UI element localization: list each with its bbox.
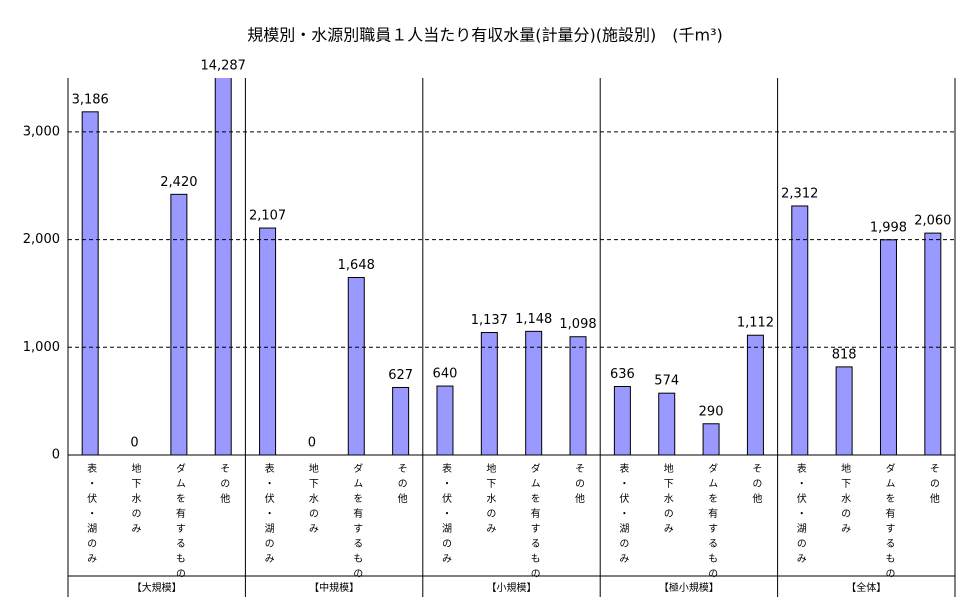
x-tick-label: ダムを有するもの <box>173 463 185 583</box>
x-tick-label: その他 <box>395 463 407 508</box>
data-label: 574 <box>654 374 679 389</box>
bar <box>525 330 543 456</box>
bar <box>746 334 764 456</box>
bar <box>569 336 587 456</box>
x-tick-label: 表・伏・湖のみ <box>85 462 97 568</box>
y-tick-label: 3,000 <box>23 124 60 139</box>
data-label: 1,998 <box>870 220 907 235</box>
data-label: 1,148 <box>515 312 552 327</box>
data-label: 3,186 <box>72 92 109 107</box>
bar <box>81 111 99 456</box>
data-label: 2,420 <box>160 175 197 190</box>
y-tick-label: 0 <box>52 448 60 463</box>
x-tick-label: その他 <box>927 463 939 508</box>
bar <box>658 392 676 456</box>
x-tick-label: その他 <box>218 463 230 508</box>
bar <box>702 423 720 456</box>
x-tick-label: ダムを有するもの <box>706 463 718 583</box>
x-tick-label: 地下水のみ <box>129 462 141 538</box>
x-tick-label: ダムを有するもの <box>883 463 895 583</box>
data-label: 640 <box>433 367 458 382</box>
data-label: 636 <box>610 367 635 382</box>
group-label: 【大規模】 <box>132 581 182 594</box>
data-label: 14,287 <box>200 59 246 74</box>
bar <box>170 193 188 456</box>
x-tick-label: その他 <box>573 463 585 508</box>
bar <box>924 232 942 456</box>
data-label: 0 <box>130 436 138 451</box>
bar <box>835 366 853 456</box>
x-tick-label: 表・伏・湖のみ <box>617 462 629 568</box>
x-tick-label: 表・伏・湖のみ <box>439 462 451 568</box>
bar <box>613 385 631 456</box>
x-tick-label: 地下水のみ <box>839 462 851 538</box>
data-label: 1,648 <box>338 258 375 273</box>
bar <box>480 332 498 456</box>
x-tick-label: ダムを有するもの <box>528 463 540 583</box>
data-label: 1,137 <box>471 313 508 328</box>
group-label: 【小規模】 <box>487 582 537 594</box>
data-label: 290 <box>699 404 724 419</box>
group-label: 【中規模】 <box>309 581 359 594</box>
group-label: 【全体】 <box>846 581 886 594</box>
x-tick-label: ダムを有するもの <box>351 463 363 583</box>
data-label: 627 <box>388 368 413 383</box>
x-tick-label: 表・伏・湖のみ <box>262 462 274 568</box>
bar <box>259 227 277 456</box>
data-label: 818 <box>832 347 857 362</box>
y-tick-label: 2,000 <box>23 232 60 247</box>
x-tick-label: 表・伏・湖のみ <box>794 462 806 568</box>
x-tick-label: 地下水のみ <box>484 462 496 538</box>
x-tick-label: 地下水のみ <box>661 462 673 538</box>
data-label: 2,107 <box>249 209 286 224</box>
x-tick-label: 地下水のみ <box>306 462 318 538</box>
data-label: 1,112 <box>737 316 774 331</box>
data-label: 2,060 <box>914 214 951 229</box>
bar <box>347 276 365 456</box>
bar <box>436 385 454 456</box>
bar <box>791 205 809 456</box>
data-label: 0 <box>308 436 316 451</box>
group-label: 【極小規模】 <box>659 581 719 594</box>
y-tick-label: 1,000 <box>23 340 60 355</box>
chart-title: 規模別・水源別職員１人当たり有収水量(計量分)(施設別) (千m³) <box>247 26 722 45</box>
x-tick-label: その他 <box>750 463 762 508</box>
bar <box>392 386 410 456</box>
data-label: 1,098 <box>559 317 596 332</box>
data-label: 2,312 <box>781 186 818 201</box>
